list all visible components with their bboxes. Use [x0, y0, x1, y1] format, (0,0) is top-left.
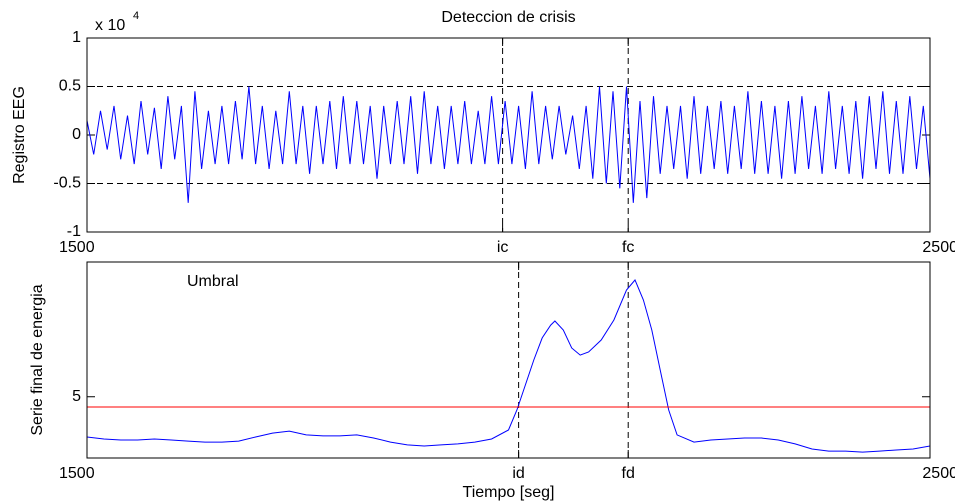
y-tick-label: 1	[72, 29, 81, 46]
x-tick-label: id	[512, 465, 524, 482]
x-tick-label: 1500	[59, 465, 95, 482]
chart-title: Deteccion de crisis	[441, 9, 575, 26]
x-axis-label: Tiempo [seg]	[463, 484, 555, 501]
x-tick-label: ic	[497, 239, 509, 256]
exponent-base: x 10	[95, 17, 125, 34]
y-tick-label: 0.5	[59, 78, 81, 95]
exponent: 4	[133, 10, 139, 22]
x-tick-label: fd	[622, 465, 635, 482]
threshold-label: Umbral	[187, 273, 239, 290]
y-tick-label: 5	[72, 388, 81, 405]
x-tick-label: 2500	[922, 239, 955, 256]
y-tick-label: -0.5	[53, 175, 81, 192]
x-tick-label: 1500	[59, 239, 95, 256]
x-tick-label: 2500	[922, 465, 955, 482]
series-line	[87, 86, 930, 203]
x-tick-label: fc	[622, 239, 634, 256]
series-line	[87, 279, 930, 453]
axes-box	[86, 37, 931, 233]
y-axis-label: Serie final de energia	[29, 284, 46, 435]
y-tick-label: -1	[67, 223, 81, 240]
y-tick-label: 0	[72, 126, 81, 143]
y-axis-label: Registro EEG	[11, 86, 28, 184]
axes-box	[86, 261, 931, 459]
